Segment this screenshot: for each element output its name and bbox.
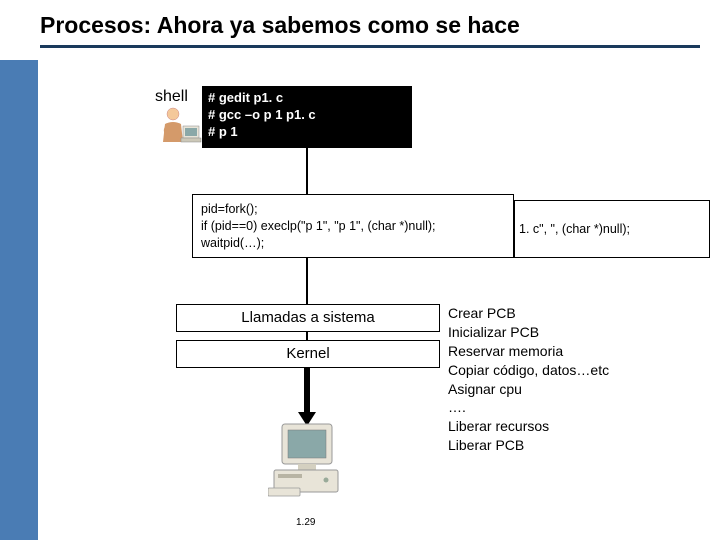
note-line: …. <box>448 398 609 417</box>
terminal-line: # gedit p1. c <box>208 90 406 107</box>
left-sidebar <box>0 60 38 540</box>
connector-line <box>306 258 308 304</box>
note-line: Inicializar PCB <box>448 323 609 342</box>
code-line: pid=fork(); <box>201 201 505 218</box>
kernel-box: Kernel <box>176 340 440 368</box>
code-line: waitpid(…); <box>201 235 505 252</box>
note-line: Reservar memoria <box>448 342 609 361</box>
terminal-line: # p 1 <box>208 124 406 141</box>
note-line: Liberar PCB <box>448 436 609 455</box>
kernel-steps-list: Crear PCB Inicializar PCB Reservar memor… <box>448 304 609 455</box>
slide-title: Procesos: Ahora ya sabemos como se hace <box>40 12 700 48</box>
note-line: Copiar código, datos…etc <box>448 361 609 380</box>
connector-line <box>306 148 308 194</box>
arrow-down-icon <box>298 368 316 426</box>
code-box-overflow: 1. c", ", (char *)null); <box>514 200 710 258</box>
computer-icon <box>268 420 350 498</box>
person-computer-icon <box>155 102 203 150</box>
shell-terminal: # gedit p1. c # gcc –o p 1 p1. c # p 1 <box>202 86 412 148</box>
fork-code-box: pid=fork(); if (pid==0) execlp("p 1", "p… <box>192 194 514 258</box>
note-line: Liberar recursos <box>448 417 609 436</box>
code-overflow-text: 1. c", ", (char *)null); <box>519 221 630 238</box>
note-line: Crear PCB <box>448 304 609 323</box>
code-line: if (pid==0) execlp("p 1", "p 1", (char *… <box>201 218 505 235</box>
connector-line <box>306 332 308 340</box>
terminal-line: # gcc –o p 1 p1. c <box>208 107 406 124</box>
page-number: 1.29 <box>296 517 315 528</box>
syscall-box: Llamadas a sistema <box>176 304 440 332</box>
note-line: Asignar cpu <box>448 380 609 399</box>
